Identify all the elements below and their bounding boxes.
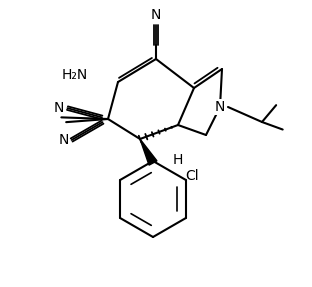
Text: N: N [58,133,69,147]
Text: N: N [151,8,161,22]
Polygon shape [140,139,157,165]
Text: Cl: Cl [185,168,198,183]
Text: H₂N: H₂N [62,68,88,82]
Text: H: H [173,153,183,167]
Text: N: N [54,101,65,115]
Text: N: N [215,100,225,114]
